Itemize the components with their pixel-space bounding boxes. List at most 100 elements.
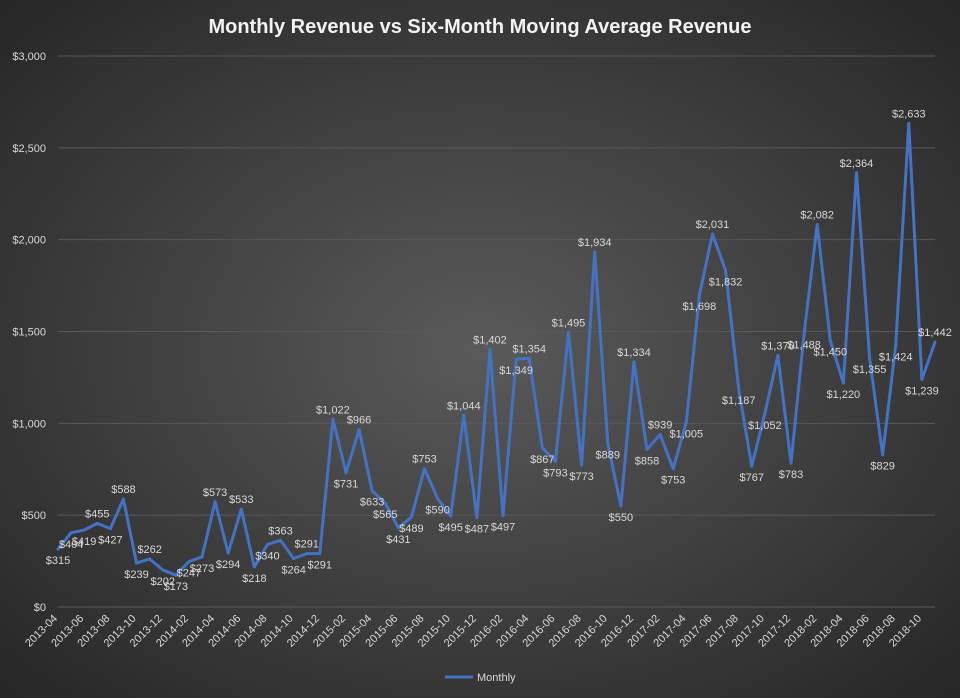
data-point: [279, 538, 283, 542]
data-point: [331, 417, 335, 421]
data-label: $294: [216, 559, 240, 571]
data-label: $2,031: [696, 219, 730, 231]
data-point: [658, 433, 662, 437]
data-label: $419: [72, 536, 96, 548]
data-labels: $315 $404$419 $455 $427 $588 $239 $262 $202$173…: [46, 108, 952, 593]
data-label: $588: [111, 484, 135, 496]
data-point: [265, 543, 269, 547]
data-label: $1,239: [905, 385, 939, 397]
x-axis-ticks: 2013-042013-062013-082013-102013-122014-…: [23, 613, 924, 650]
chart-title: Monthly Revenue vs Six-Month Moving Aver…: [208, 16, 751, 38]
data-label: $1,442: [918, 327, 952, 339]
data-label: $2,364: [840, 158, 874, 170]
data-label: $218: [242, 573, 266, 585]
data-label: $1,044: [447, 400, 481, 412]
data-label: $1,187: [722, 395, 756, 407]
data-point: [462, 413, 466, 417]
data-point: [292, 557, 296, 561]
data-label: $767: [740, 472, 764, 484]
data-point: [750, 464, 754, 468]
data-label: $315: [46, 555, 70, 567]
data-label: $1,424: [879, 351, 913, 363]
data-label: $867: [530, 454, 554, 466]
data-label: $633: [360, 497, 384, 509]
data-label: $889: [596, 450, 620, 462]
data-label: $783: [779, 469, 803, 481]
data-point: [501, 514, 505, 518]
data-label: $1,450: [813, 347, 847, 359]
data-point: [540, 446, 544, 450]
data-label: $966: [347, 415, 371, 427]
data-point: [566, 330, 570, 334]
data-point: [920, 377, 924, 381]
data-label: $753: [661, 475, 685, 487]
data-label: $363: [268, 525, 292, 537]
series-monthly: [56, 121, 937, 577]
data-point: [357, 428, 361, 432]
data-point: [710, 232, 714, 236]
data-label: $247: [177, 568, 201, 580]
data-label: $455: [85, 508, 109, 520]
data-label: $495: [438, 522, 462, 534]
data-label: $550: [609, 512, 633, 524]
data-point: [737, 387, 741, 391]
data-label: $2,633: [892, 108, 926, 120]
data-label: $2,082: [800, 210, 834, 222]
data-point: [894, 343, 898, 347]
y-tick-label: $1,500: [12, 327, 46, 339]
data-point: [305, 552, 309, 556]
data-label: $858: [635, 455, 659, 467]
data-label: $291: [294, 539, 318, 551]
data-point: [632, 360, 636, 364]
data-label: $1,052: [748, 420, 782, 432]
legend-label-monthly: Monthly: [477, 672, 516, 684]
data-label: $533: [229, 494, 253, 506]
data-point: [82, 528, 86, 532]
data-label: $1,220: [827, 389, 861, 401]
data-point: [828, 339, 832, 343]
data-label: $573: [203, 487, 227, 499]
data-point: [121, 497, 125, 501]
data-label: $1,402: [473, 334, 507, 346]
y-tick-label: $2,000: [12, 235, 46, 247]
data-point: [344, 471, 348, 475]
data-point: [802, 332, 806, 336]
data-point: [423, 467, 427, 471]
data-point: [396, 526, 400, 530]
data-label: $731: [334, 479, 358, 491]
data-point: [449, 514, 453, 518]
data-point: [815, 223, 819, 227]
data-point: [841, 381, 845, 385]
data-point: [776, 353, 780, 357]
legend: Monthly: [445, 672, 516, 684]
y-tick-label: $1,000: [12, 418, 46, 430]
y-tick-label: $500: [22, 510, 46, 522]
data-point: [200, 555, 204, 559]
data-point: [370, 489, 374, 493]
data-label: $1,370: [761, 340, 795, 352]
data-point: [69, 531, 73, 535]
data-point: [135, 561, 139, 565]
data-point: [148, 557, 152, 561]
data-point: [488, 347, 492, 351]
data-point: [174, 573, 178, 577]
data-point: [763, 412, 767, 416]
data-point: [108, 527, 112, 531]
data-point: [187, 560, 191, 564]
data-label: $262: [137, 544, 161, 556]
data-point: [789, 461, 793, 465]
y-tick-label: $3,000: [12, 51, 46, 63]
data-point: [724, 269, 728, 273]
data-point: [933, 340, 937, 344]
y-tick-label: $2,500: [12, 143, 46, 155]
data-label: $427: [98, 535, 122, 547]
data-point: [213, 500, 217, 504]
data-point: [226, 551, 230, 555]
data-label: $340: [255, 551, 279, 563]
data-point: [684, 420, 688, 424]
data-point: [161, 568, 165, 572]
data-label: $939: [648, 420, 672, 432]
data-point: [881, 453, 885, 457]
y-tick-label: $0: [34, 602, 46, 614]
